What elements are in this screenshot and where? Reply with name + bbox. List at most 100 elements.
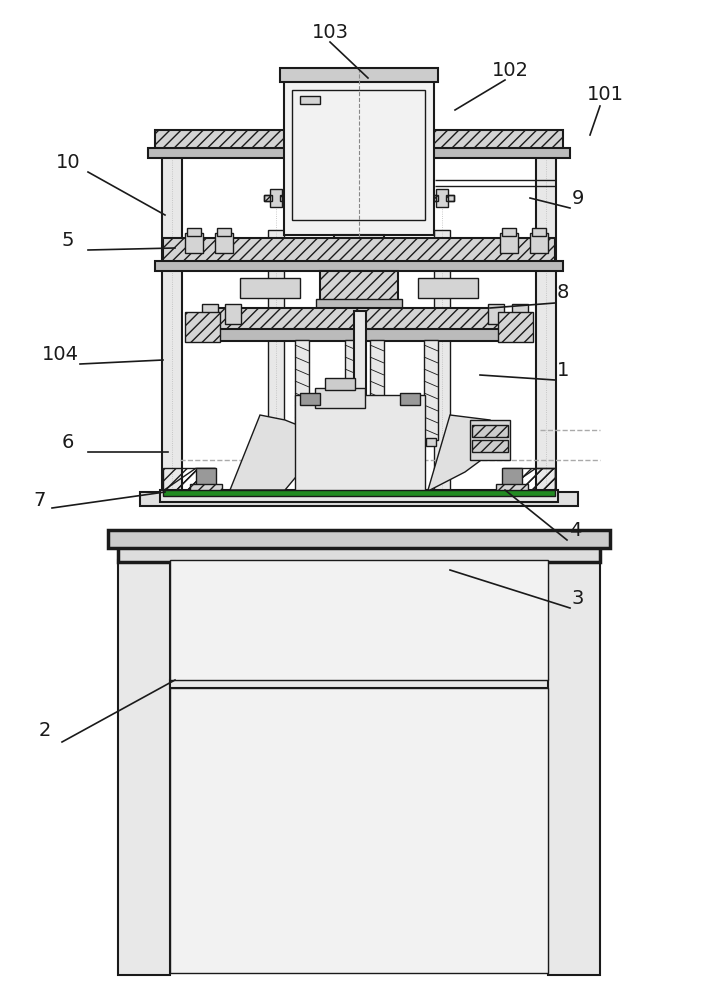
Bar xyxy=(434,230,450,495)
Bar xyxy=(295,395,425,491)
Bar xyxy=(536,140,556,495)
Bar xyxy=(185,312,220,342)
Bar xyxy=(280,195,288,201)
Bar xyxy=(148,148,570,158)
Bar xyxy=(446,195,454,201)
Bar xyxy=(400,393,420,405)
Bar xyxy=(217,228,231,236)
Bar xyxy=(530,233,548,253)
Bar xyxy=(426,438,436,446)
Bar xyxy=(372,438,382,446)
Bar xyxy=(472,440,508,452)
Bar xyxy=(118,560,170,975)
Bar xyxy=(185,233,203,253)
Bar xyxy=(539,131,553,152)
Text: 10: 10 xyxy=(56,153,80,172)
Bar xyxy=(118,538,600,562)
Bar xyxy=(330,258,388,272)
Bar xyxy=(163,490,555,496)
Bar xyxy=(418,278,478,298)
Bar xyxy=(163,468,215,490)
Bar xyxy=(187,228,201,236)
Bar xyxy=(163,238,555,262)
Bar xyxy=(512,304,528,324)
Bar xyxy=(325,378,355,390)
Bar xyxy=(550,138,560,145)
Bar xyxy=(215,308,503,330)
Bar xyxy=(320,271,398,301)
Text: 2: 2 xyxy=(39,720,51,740)
Bar xyxy=(196,468,216,492)
Bar xyxy=(165,131,179,152)
Bar xyxy=(424,340,438,440)
Bar xyxy=(470,420,510,460)
Bar xyxy=(158,138,186,145)
Bar xyxy=(345,340,359,440)
Bar xyxy=(532,228,546,236)
Bar xyxy=(155,261,563,271)
Bar xyxy=(160,490,558,502)
Text: 6: 6 xyxy=(62,434,74,452)
Bar xyxy=(502,228,516,236)
Bar xyxy=(488,304,504,324)
Bar xyxy=(280,68,438,82)
Bar xyxy=(155,130,563,150)
Bar xyxy=(264,195,288,201)
Bar xyxy=(316,299,402,311)
Bar xyxy=(430,195,454,201)
Bar xyxy=(532,138,542,145)
Text: 1: 1 xyxy=(557,360,569,379)
Polygon shape xyxy=(230,415,310,490)
Text: 102: 102 xyxy=(491,60,528,80)
Bar xyxy=(162,140,182,495)
Bar xyxy=(436,189,448,207)
Text: 4: 4 xyxy=(569,520,581,540)
Bar xyxy=(347,438,357,446)
Bar xyxy=(225,304,241,324)
Bar xyxy=(158,138,168,145)
Bar xyxy=(264,195,272,201)
Text: 5: 5 xyxy=(62,231,75,249)
Bar xyxy=(215,233,233,253)
Bar xyxy=(240,278,300,298)
Bar xyxy=(350,444,370,452)
Bar xyxy=(170,688,548,973)
Polygon shape xyxy=(428,415,490,490)
Bar xyxy=(315,388,365,408)
Bar xyxy=(532,138,560,145)
Bar xyxy=(108,530,610,548)
Bar xyxy=(300,393,320,405)
Bar xyxy=(176,138,186,145)
Text: 101: 101 xyxy=(587,86,624,104)
Bar xyxy=(502,468,522,492)
Bar xyxy=(270,189,282,207)
Text: 7: 7 xyxy=(34,490,46,510)
Bar xyxy=(548,560,600,975)
Bar xyxy=(268,230,284,495)
Bar xyxy=(503,468,555,490)
Text: 3: 3 xyxy=(572,588,584,607)
Bar xyxy=(140,492,578,506)
Bar xyxy=(170,680,548,688)
Bar xyxy=(292,90,425,220)
Bar xyxy=(284,80,434,235)
Text: 9: 9 xyxy=(572,188,584,208)
Bar xyxy=(297,438,307,446)
Text: 8: 8 xyxy=(557,284,569,302)
Bar xyxy=(498,312,533,342)
Bar xyxy=(334,235,384,265)
Bar xyxy=(370,340,384,440)
Bar xyxy=(300,96,320,104)
Bar xyxy=(200,329,518,341)
Bar xyxy=(295,340,309,440)
Bar xyxy=(472,425,508,437)
Text: 104: 104 xyxy=(42,346,78,364)
Bar xyxy=(354,311,366,446)
Bar xyxy=(190,484,222,494)
Bar xyxy=(170,560,548,680)
Text: 103: 103 xyxy=(311,22,348,41)
Bar xyxy=(500,233,518,253)
Bar xyxy=(496,484,528,494)
Bar xyxy=(202,304,218,324)
Bar xyxy=(430,195,438,201)
